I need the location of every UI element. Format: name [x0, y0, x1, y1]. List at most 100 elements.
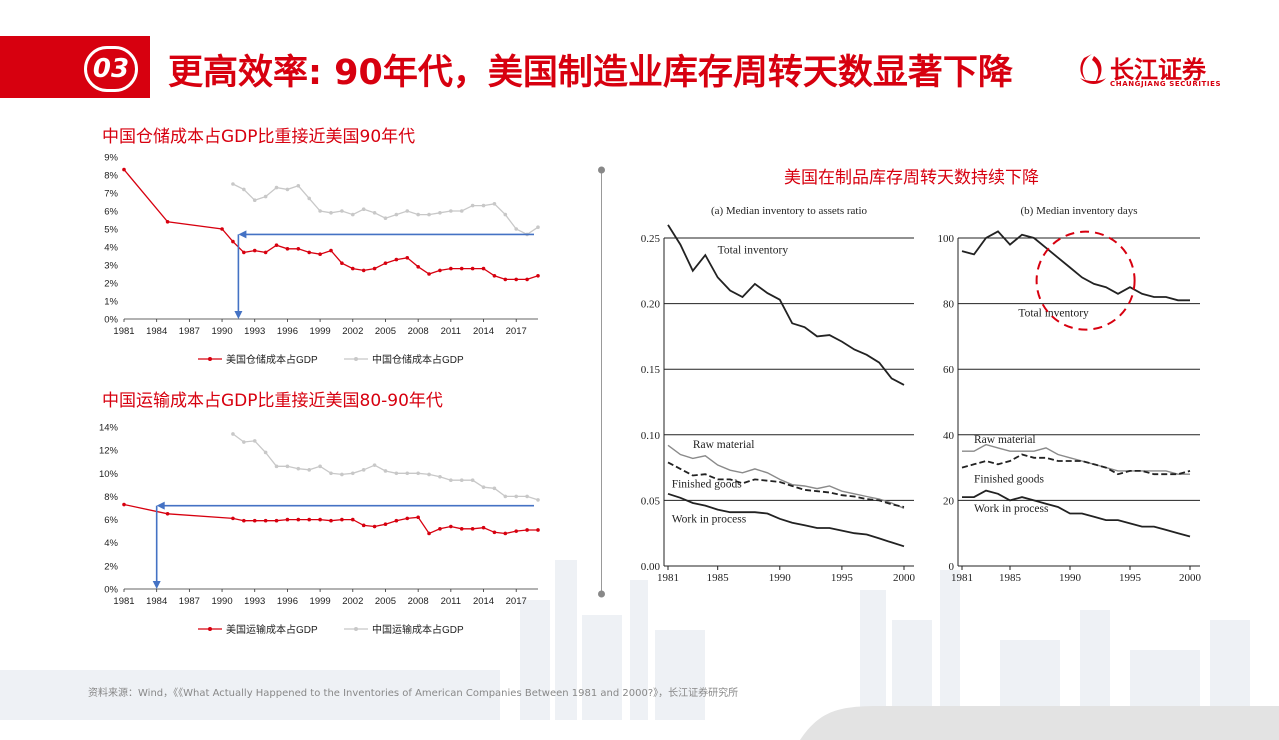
- y-tick-label: 0%: [104, 585, 118, 596]
- data-point: [449, 209, 453, 213]
- data-point: [492, 486, 497, 491]
- series-label: Raw material: [693, 439, 755, 451]
- data-point: [274, 518, 279, 523]
- data-point: [481, 203, 486, 208]
- data-point: [459, 527, 464, 531]
- y-tick-label: 6%: [104, 207, 118, 218]
- data-point: [329, 211, 333, 215]
- data-point: [350, 212, 355, 217]
- series-line: [962, 443, 1190, 475]
- data-point: [449, 478, 453, 483]
- data-point: [514, 227, 519, 231]
- data-point: [296, 466, 301, 471]
- footer-decoration: [800, 706, 1279, 740]
- data-point: [372, 266, 377, 271]
- data-point: [231, 182, 235, 186]
- data-point: [252, 518, 257, 523]
- x-tick-label: 2014: [473, 326, 494, 337]
- x-tick-label: 1987: [179, 326, 200, 337]
- data-point: [416, 471, 420, 476]
- y-tick-label: 80: [943, 299, 955, 311]
- y-tick-label: 0: [949, 561, 955, 573]
- x-tick-label: 2011: [441, 326, 461, 337]
- data-point: [459, 209, 464, 213]
- data-point: [503, 212, 508, 217]
- data-point: [470, 266, 475, 271]
- x-tick-label: 2014: [473, 596, 494, 607]
- data-point: [394, 518, 399, 523]
- legend-label: 中国运输成本占GDP: [372, 623, 464, 636]
- x-tick-label: 1985: [707, 572, 730, 584]
- data-point: [318, 464, 322, 469]
- data-point: [274, 185, 279, 190]
- data-point: [285, 464, 290, 469]
- data-point: [340, 472, 344, 477]
- x-tick-label: 2017: [506, 326, 527, 337]
- data-point: [231, 239, 235, 244]
- y-tick-label: 100: [938, 233, 955, 245]
- data-point: [307, 517, 312, 522]
- x-tick-label: 1990: [769, 572, 792, 584]
- data-point: [165, 511, 170, 516]
- panel-title: (b) Median inventory days: [1021, 205, 1138, 217]
- data-point: [470, 478, 475, 483]
- data-point: [361, 468, 366, 472]
- data-point: [231, 432, 235, 436]
- data-point: [372, 211, 377, 215]
- data-point: [350, 471, 355, 476]
- legend-swatch-point: [208, 627, 212, 631]
- data-point: [340, 209, 344, 213]
- series-line: [232, 183, 539, 236]
- transport-chart-heading: 中国运输成本占GDP比重接近美国80-90年代: [102, 391, 443, 411]
- data-point: [438, 474, 442, 479]
- data-point: [449, 524, 453, 529]
- data-point: [503, 277, 508, 282]
- data-point: [481, 525, 486, 530]
- transport-cost-chart: 0% 2% 4% 6% 8% 10% 12% 14% 1981 1984 1987 1990 1993 1…: [99, 423, 540, 636]
- arrow-head-left: [156, 501, 165, 510]
- data-point: [165, 220, 170, 224]
- data-point: [427, 531, 431, 536]
- data-point: [427, 472, 431, 477]
- data-point: [405, 256, 410, 260]
- data-point: [329, 471, 333, 476]
- x-tick-label: 2011: [441, 596, 461, 607]
- data-point: [525, 277, 529, 282]
- y-tick-label: 9%: [104, 153, 118, 164]
- data-point: [361, 268, 366, 273]
- x-tick-label: 1984: [146, 326, 167, 337]
- x-tick-label: 2000: [1179, 572, 1202, 584]
- data-point: [536, 225, 540, 229]
- x-tick-label: 2017: [506, 596, 527, 607]
- legend-swatch-point: [354, 357, 358, 361]
- y-tick-label: 6%: [104, 515, 118, 526]
- data-point: [318, 517, 322, 522]
- data-point: [427, 212, 431, 217]
- series-label: Finished goods: [974, 473, 1044, 485]
- highlight-circle: [1035, 230, 1136, 331]
- x-tick-label: 1996: [277, 596, 298, 607]
- arrow-head-down: [234, 311, 243, 319]
- data-point: [470, 203, 475, 208]
- y-tick-label: 14%: [99, 423, 119, 434]
- data-point: [361, 207, 366, 211]
- data-point: [492, 202, 497, 206]
- data-point: [318, 209, 322, 213]
- data-point: [252, 248, 257, 253]
- data-point: [350, 517, 355, 522]
- series-label: Finished goods: [672, 478, 742, 490]
- series-label: Work in process: [672, 514, 747, 526]
- data-point: [438, 268, 442, 273]
- data-point: [263, 518, 268, 523]
- data-point: [416, 515, 420, 520]
- data-point: [318, 252, 322, 256]
- y-tick-label: 60: [943, 364, 955, 376]
- y-tick-label: 1%: [104, 297, 118, 308]
- series-label: Total inventory: [1018, 308, 1089, 320]
- data-point: [231, 516, 235, 521]
- data-point: [296, 184, 301, 188]
- x-tick-label: 2002: [342, 596, 363, 607]
- y-tick-label: 40: [943, 430, 955, 442]
- x-tick-label: 1995: [831, 572, 854, 584]
- x-tick-label: 1999: [310, 596, 331, 607]
